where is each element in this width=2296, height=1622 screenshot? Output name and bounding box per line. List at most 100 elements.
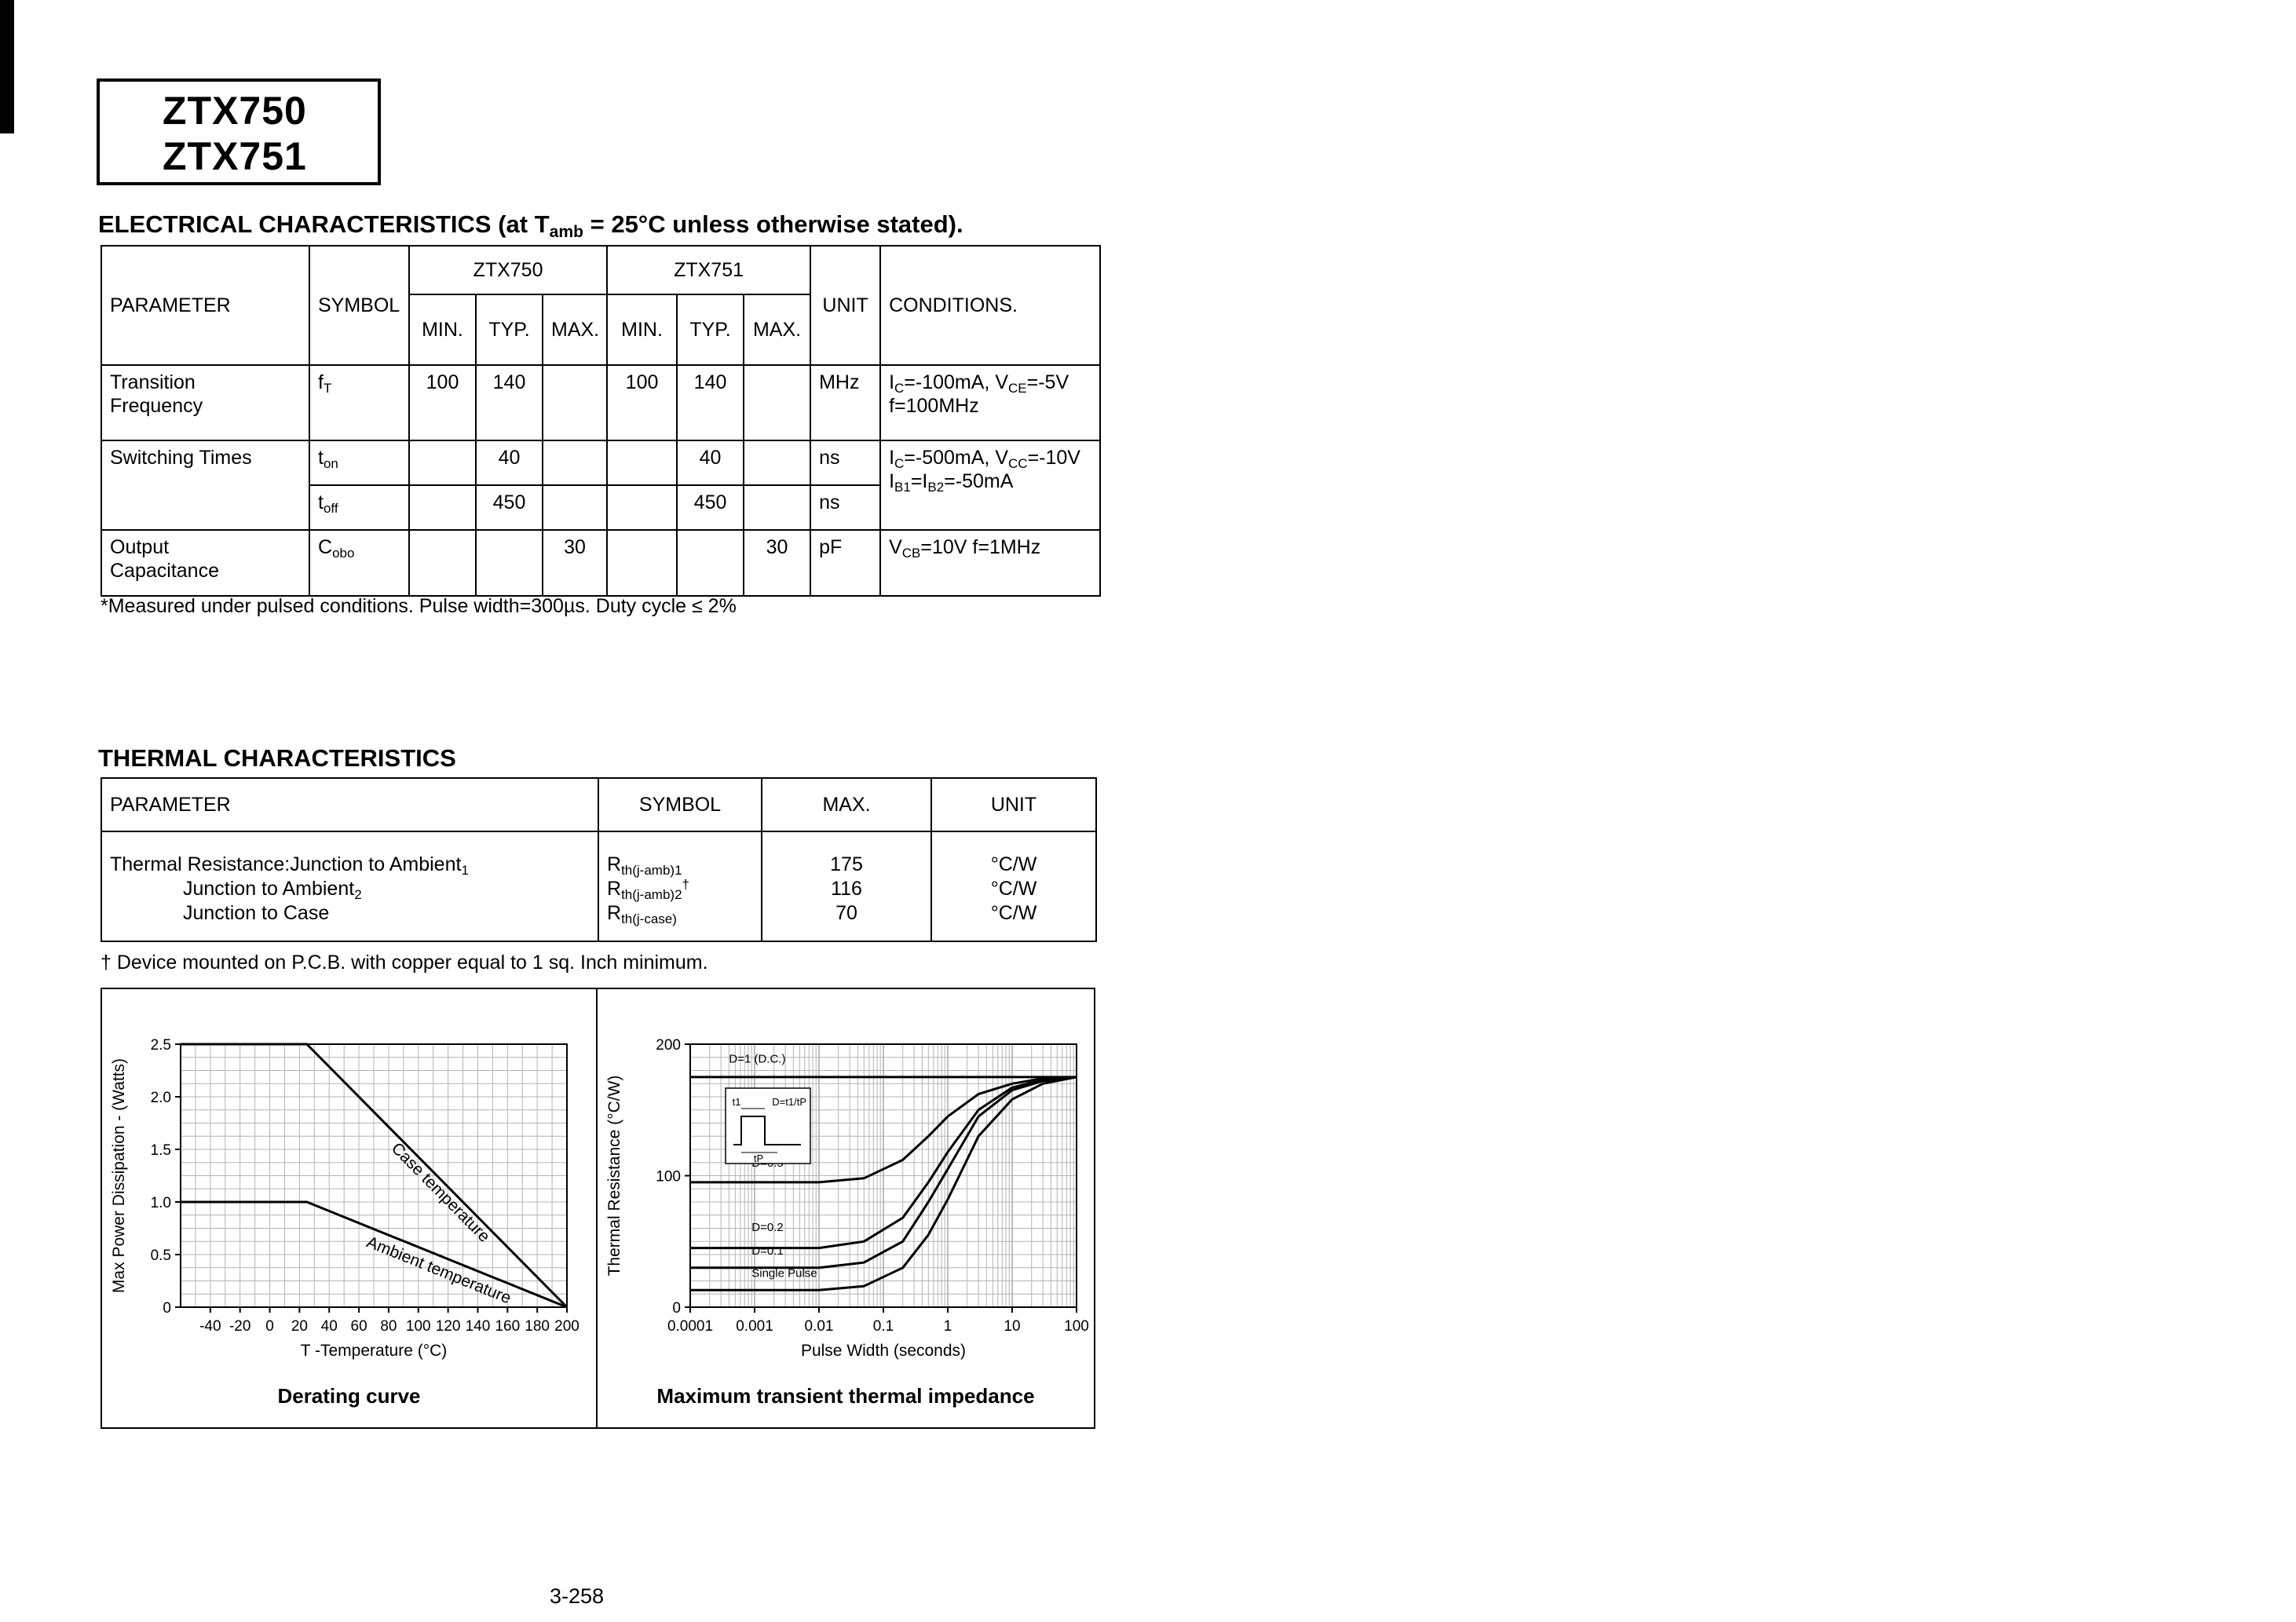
x-tick-label: 1 [944, 1318, 952, 1335]
part-number-box: ZTX750 ZTX751 [97, 79, 381, 185]
thermal-parameter-cell: Thermal Resistance:Junction to Ambient1 … [101, 831, 599, 942]
x-tick-label: 200 [554, 1318, 579, 1335]
y-tick-label: 0 [163, 1300, 171, 1317]
inset-duty-label: D=t1/tP [772, 1096, 806, 1108]
x-tick-label: 140 [466, 1318, 491, 1335]
transient-impedance-chart-panel: 0.0001 0.001 0.01 0.1 1 10 100 0 100 200 Pulse Wid… [598, 989, 1094, 1427]
derating-chart-panel: -40 -20 0 20 40 60 80 100 120 140 160 180 200 0 0.5 1.0… [102, 989, 598, 1427]
thermal-symbol-cell: Rth(j-amb)1 Rth(j-amb)2† Rth(j-case) [598, 831, 762, 942]
transient-impedance-chart: 0.0001 0.001 0.01 0.1 1 10 100 0 100 200 Pulse Wid… [605, 1037, 1089, 1360]
col-group-ztx750: ZTX750 [408, 245, 609, 295]
x-axis-title: T -Temperature (°C) [301, 1342, 448, 1360]
symbol-rth-j-case: Rth(j-case) [607, 902, 677, 926]
table-row-output-capacitance: Output Capacitance Cobo 30 30 pF VCB=10V… [101, 529, 1102, 597]
unit-ns: ns [810, 440, 882, 486]
grid-lines [181, 1044, 567, 1307]
col-header-parameter: PARAMETER [101, 245, 310, 366]
series-line [181, 1043, 569, 1309]
symbol-rth-j-amb2: Rth(j-amb)2† [607, 877, 689, 902]
table-row-switching-off: toff 450 450 ns [101, 484, 1100, 531]
series-label: D=0.2 [751, 1221, 783, 1234]
x-tick-label: 180 [525, 1318, 550, 1335]
symbol-ton: ton [309, 440, 410, 486]
series-label: D=0.1 [751, 1244, 783, 1258]
series-label: Single Pulse [751, 1266, 817, 1280]
unit-ns: ns [810, 484, 882, 531]
symbol-rth-j-amb1: Rth(j-amb)1 [607, 853, 682, 878]
value-ztx750-typ: 40 [475, 440, 543, 486]
part-number-ztx751: ZTX751 [163, 134, 307, 178]
series-line [181, 1200, 568, 1309]
thermal-header-symbol: SYMBOL [598, 777, 762, 832]
col-header-max-751: MAX. [743, 294, 812, 366]
series-line [690, 1076, 1077, 1291]
thermal-characteristics-heading: THERMAL CHARACTERISTICS [98, 744, 456, 772]
thermal-param-junction-ambient2: Junction to Ambient2 [183, 878, 362, 902]
value-ztx750-typ: 140 [475, 364, 543, 441]
y-tick-label: 100 [656, 1169, 681, 1185]
y-tick-label: 0 [672, 1300, 681, 1317]
thermal-param-junction-ambient1: Thermal Resistance:Junction to Ambient1 [110, 853, 469, 878]
inset-tp-label: tP [754, 1153, 763, 1164]
value-ztx751-max: 30 [743, 529, 812, 597]
x-tick-label: 100 [406, 1318, 431, 1335]
value-ztx751-typ: 40 [676, 440, 745, 486]
x-tick-label: 0.0001 [667, 1318, 713, 1335]
table-row-switching-on: Switching Times ton 40 40 ns IC=-500mA, … [101, 440, 1102, 531]
thermal-footnote: † Device mounted on P.C.B. with copper e… [101, 952, 708, 974]
x-tick-label: 120 [436, 1318, 461, 1335]
part-number-ztx750: ZTX750 [163, 89, 307, 133]
col-header-min-751: MIN. [606, 294, 678, 366]
inset-box [725, 1087, 811, 1164]
electrical-characteristics-table: PARAMETER SYMBOL ZTX750 ZTX751 UNIT COND… [101, 245, 1102, 597]
x-tick-label: 100 [1064, 1318, 1089, 1335]
pulse-waveform [733, 1116, 801, 1145]
symbol-cobo: Cobo [309, 529, 410, 597]
inset-t1-label: t1 [733, 1096, 741, 1108]
derating-chart-caption: Derating curve [277, 1384, 421, 1408]
y-tick-label: 2.0 [151, 1090, 171, 1106]
x-tick-label: 0.01 [805, 1318, 834, 1335]
scan-edge-artifact [0, 0, 14, 133]
derating-chart: -40 -20 0 20 40 60 80 100 120 140 160 180 20000.51.0… [110, 1037, 579, 1360]
y-axis-title: Max Power Dissipation - (Watts) [110, 1058, 128, 1293]
x-tick-label: 0.001 [736, 1318, 773, 1335]
conditions-transition-frequency: IC=-100mA, VCE=-5V f=100MHz [879, 364, 1102, 441]
x-tick-label: 0.1 [873, 1318, 894, 1335]
thermal-header-parameter: PARAMETER [101, 777, 599, 832]
thermal-header-max: MAX. [761, 777, 932, 832]
thermal-characteristics-table: PARAMETER SYMBOL MAX. UNIT Thermal Resis… [101, 777, 1097, 942]
series-label: Ambient temperature [364, 1233, 514, 1308]
thermal-max-cell: 175 116 70 [761, 831, 932, 942]
table-row-transition-frequency: Transition Frequency fT 100 140 100 140 … [101, 364, 1102, 441]
x-axis-title: Pulse Width (seconds) [801, 1342, 966, 1360]
x-tick-label: -40 [199, 1318, 221, 1335]
value-rth1-max: 175 [830, 853, 863, 875]
col-header-typ-750: TYP. [475, 294, 543, 366]
y-tick-label: 1.5 [151, 1142, 171, 1159]
electrical-characteristics-heading: ELECTRICAL CHARACTERISTICS (at Tamb = 25… [98, 210, 963, 241]
series-line [690, 1076, 1077, 1184]
x-tick-label: 60 [351, 1318, 367, 1335]
value-ztx751-min: 100 [606, 364, 678, 441]
value-ztx750-min: 100 [408, 364, 477, 441]
col-header-typ-751: TYP. [676, 294, 745, 366]
col-header-min-750: MIN. [408, 294, 477, 366]
value-ztx751-typ: 450 [676, 484, 745, 531]
col-header-conditions: CONDITIONS. [879, 245, 1102, 366]
y-tick-label: 1.0 [151, 1195, 171, 1211]
x-tick-label: 40 [321, 1318, 338, 1335]
series-line [690, 1076, 1077, 1269]
unit-pf: pF [810, 529, 882, 597]
conditions-switching-times: IC=-500mA, VCC=-10V IB1=IB2=-50mA [879, 440, 1102, 531]
value-ztx750-max: 30 [541, 529, 609, 597]
x-tick-label: 0 [265, 1318, 274, 1335]
param-switching-times: Switching Times [101, 440, 310, 531]
plot-frame [180, 1043, 568, 1308]
col-header-symbol: SYMBOL [309, 245, 410, 366]
col-header-max-750: MAX. [541, 294, 609, 366]
y-tick-label: 200 [656, 1037, 681, 1054]
value-ztx751-max [743, 364, 812, 441]
symbol-ft: fT [309, 364, 410, 441]
